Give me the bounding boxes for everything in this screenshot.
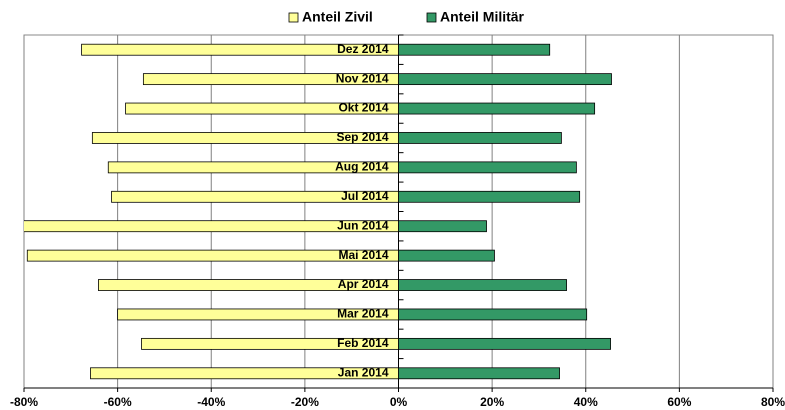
y-tick-label: Mar 2014 — [337, 307, 389, 321]
bar — [398, 190, 581, 203]
y-tick-label: Apr 2014 — [338, 277, 389, 291]
x-tick-label: -80% — [10, 395, 38, 409]
y-tick-label: Nov 2014 — [336, 71, 389, 85]
bar — [398, 249, 495, 262]
y-tick-label: Jan 2014 — [338, 365, 389, 379]
bar — [398, 279, 567, 291]
y-tick-label: Jul 2014 — [341, 189, 389, 203]
bar — [398, 367, 560, 380]
y-tick-label: Jun 2014 — [337, 218, 389, 232]
bar — [398, 308, 588, 321]
x-tick-label: 60% — [667, 395, 691, 409]
y-tick-label: Dez 2014 — [337, 42, 389, 56]
legend-swatch — [288, 12, 299, 23]
grid — [23, 34, 774, 392]
x-tick-label: 80% — [761, 395, 785, 409]
legend-label: Anteil Militär — [440, 9, 525, 25]
y-tick-label: Aug 2014 — [335, 160, 389, 174]
x-tick-label: 40% — [574, 395, 598, 409]
bars — [24, 43, 612, 380]
x-tick-label: -20% — [291, 395, 319, 409]
legend-label: Anteil Zivil — [302, 9, 373, 25]
bar — [398, 220, 487, 233]
bar — [398, 337, 611, 350]
labels: -80% -60% -40% -20% 0% 20% 40% 60% 80% Jan 2014 Fe… — [10, 9, 785, 409]
y-tick-label: Sep 2014 — [336, 130, 388, 144]
bar — [398, 161, 577, 174]
legend-swatch — [426, 12, 437, 23]
bar — [398, 73, 612, 86]
y-tick-label: Mai 2014 — [338, 248, 388, 262]
y-tick-label: Okt 2014 — [338, 101, 388, 115]
x-tick-label: 0% — [390, 395, 408, 409]
x-tick-label: 20% — [480, 395, 504, 409]
bar — [398, 132, 562, 144]
bar — [398, 43, 551, 56]
x-tick-label: -40% — [197, 395, 225, 409]
x-tick-label: -60% — [104, 395, 132, 409]
bar — [398, 102, 596, 115]
y-tick-label: Feb 2014 — [337, 336, 389, 350]
